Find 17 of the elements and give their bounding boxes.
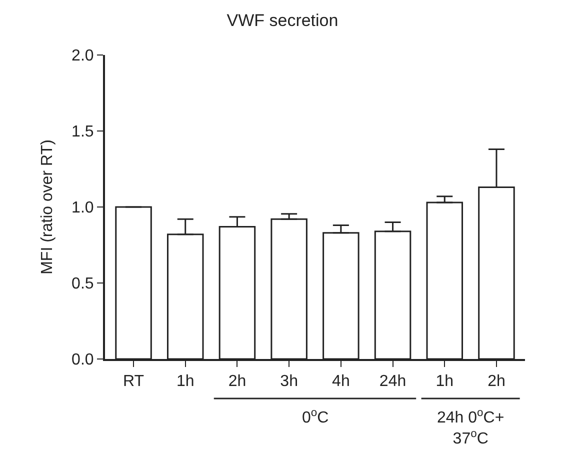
x-tick-label: 2h <box>488 373 506 390</box>
y-tick-label: 0.0 <box>72 352 94 369</box>
x-tick-label: 2h <box>228 373 246 390</box>
y-tick-label: 2.0 <box>72 48 94 65</box>
x-tick-label: RT <box>122 373 144 390</box>
x-tick-label: 4h <box>332 373 350 390</box>
x-tick-label: 3h <box>280 373 298 390</box>
y-tick-label: 0.5 <box>72 276 94 293</box>
x-tick-label: 24h <box>379 373 406 390</box>
text: 0$^{o}$C <box>302 407 329 427</box>
y-tick-label: 1.5 <box>72 124 94 141</box>
x-tick-label: 1h <box>436 373 454 390</box>
y-axis-title: MFI (ratio over RT) <box>38 140 56 274</box>
x-tick-label: 1h <box>176 373 194 390</box>
text: 24h 0$^{o}$C+ 37$^{o}$C <box>437 407 504 448</box>
chart-title: VWF secretion <box>226 11 338 30</box>
y-tick-label: 1.0 <box>72 200 94 217</box>
